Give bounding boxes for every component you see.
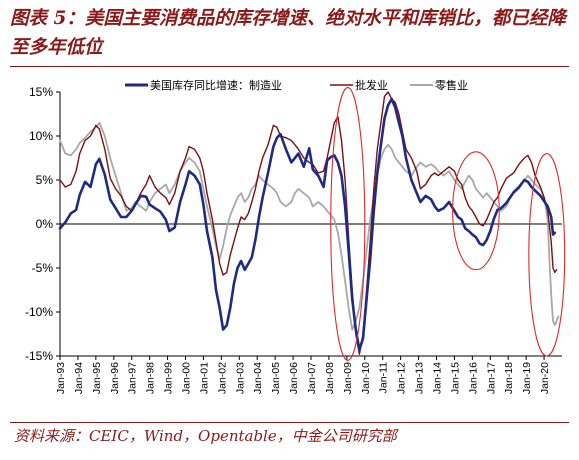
highlight-circle-2008-09 <box>330 87 366 361</box>
chart-series <box>58 91 560 355</box>
source-note: 资料来源：CEIC，Wind，Opentable，中金公司研究部 <box>14 427 397 445</box>
x-tick-label: Jan-10 <box>360 362 372 394</box>
inventory-growth-chart: 美国库存同比增速：制造业 批发业 零售业 15% 10% 5% 0% -5% -10% -1… <box>25 78 566 394</box>
x-tick-label: Jan-08 <box>324 362 336 394</box>
x-tick-label: Jan-16 <box>467 362 479 394</box>
y-tick-label: 15% <box>29 85 53 99</box>
y-tick-label: -15% <box>25 349 53 363</box>
x-tick-label: Jan-15 <box>449 362 461 394</box>
x-tick-label: Jan-97 <box>127 362 139 394</box>
y-tick-label: 0% <box>36 217 54 231</box>
x-tick-label: Jan-00 <box>181 362 193 394</box>
legend-label-wholesale: 批发业 <box>355 78 388 92</box>
x-tick-label: Jan-09 <box>342 362 354 394</box>
x-tick-label: Jan-14 <box>432 362 444 394</box>
x-tick-label: Jan-18 <box>503 362 515 394</box>
chart-axes: 15% 10% 5% 0% -5% -10% -15%Jan-93 Jan-94 Jan-95 J… <box>25 85 562 394</box>
x-tick-label: Jan-12 <box>396 362 408 394</box>
title-divider <box>10 66 569 67</box>
chart-title: 图表 5：美国主要消费品的库存增速、绝对水平和库销比，都已经降至多年低位 <box>10 8 566 58</box>
series-line-wholesale <box>59 91 558 355</box>
series-line-retail <box>59 121 560 331</box>
x-tick-label: Jan-01 <box>198 362 210 394</box>
legend-label-manufacturing: 美国库存同比增速：制造业 <box>150 78 282 92</box>
x-tick-label: Jan-96 <box>109 362 121 394</box>
x-tick-label: Jan-98 <box>145 362 157 394</box>
y-tick-label: -5% <box>32 261 54 275</box>
x-tick-label: Jan-19 <box>521 362 533 394</box>
series-line-manufacturing <box>58 97 557 352</box>
x-tick-label: Jan-03 <box>234 362 246 394</box>
highlight-circle-2015-16 <box>452 151 500 271</box>
x-tick-label: Jan-02 <box>216 362 228 394</box>
highlight-circle-2020 <box>528 153 566 357</box>
x-tick-label: Jan-93 <box>55 362 67 394</box>
x-tick-label: Jan-06 <box>288 362 300 394</box>
x-tick-label: Jan-11 <box>378 362 390 393</box>
y-tick-label: -10% <box>25 305 53 319</box>
chart-highlights <box>330 87 566 361</box>
x-tick-label: Jan-05 <box>270 362 282 394</box>
chart-legend: 美国库存同比增速：制造业 批发业 零售业 <box>125 78 468 92</box>
x-tick-label: Jan-94 <box>73 362 85 394</box>
legend-label-retail: 零售业 <box>435 78 468 92</box>
x-tick-label: Jan-17 <box>485 362 497 394</box>
y-tick-label: 10% <box>29 129 53 143</box>
x-tick-label: Jan-04 <box>252 362 264 394</box>
x-tick-label: Jan-99 <box>163 362 175 394</box>
y-tick-label: 5% <box>36 173 54 187</box>
x-tick-label: Jan-07 <box>306 362 318 394</box>
source-divider <box>10 422 569 423</box>
x-tick-label: Jan-13 <box>414 362 426 394</box>
x-tick-label: Jan-95 <box>91 362 103 394</box>
x-tick-label: Jan-20 <box>539 362 551 394</box>
